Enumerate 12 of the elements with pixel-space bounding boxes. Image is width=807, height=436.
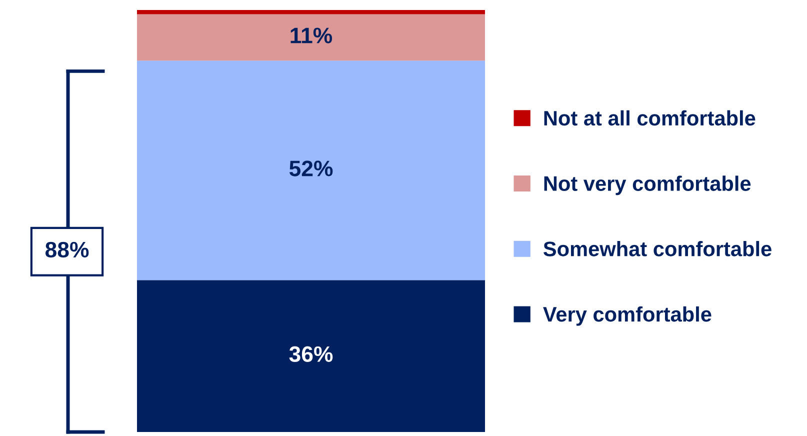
bar <box>137 10 485 14</box>
legend-label: Not at all comfortable <box>544 110 756 126</box>
data-label: 11% <box>290 28 332 44</box>
bar <box>137 280 485 432</box>
bar <box>137 60 485 280</box>
bar <box>137 14 485 61</box>
legend-label: Somewhat comfortable <box>544 241 772 256</box>
text: 88% <box>45 242 89 258</box>
data-label: 52% <box>289 160 333 176</box>
data-label: 36% <box>289 346 333 362</box>
legend-label: Not very comfortable <box>544 176 751 196</box>
legend-label: Very comfortable <box>543 306 712 326</box>
